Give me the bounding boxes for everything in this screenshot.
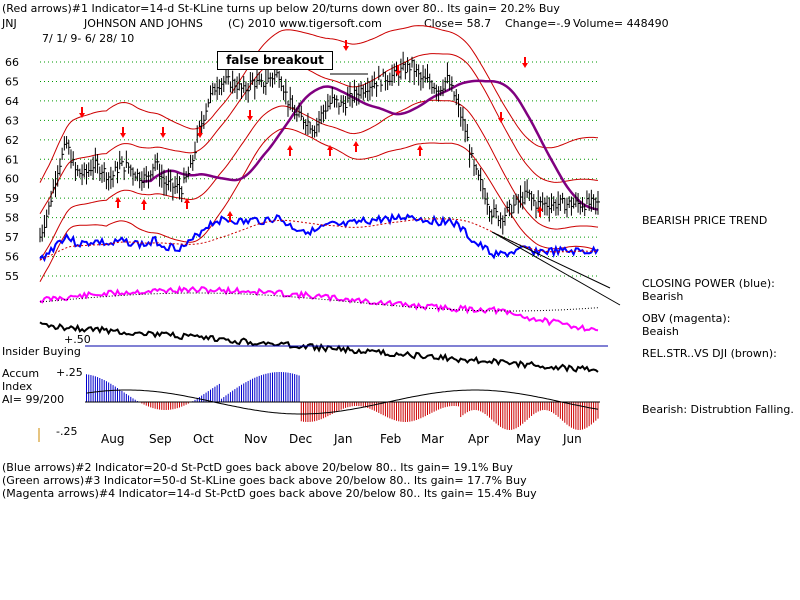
ai-value: AI= 99/200 — [2, 393, 65, 406]
price-axis-labels: 55 56 57 58 59 60 61 62 63 64 65 66 — [5, 56, 19, 283]
trend-line — [491, 231, 611, 289]
up-arrow-head — [227, 211, 233, 216]
relative-strength-line — [39, 321, 608, 373]
y-tick-label: 59 — [5, 192, 19, 205]
volume-value: Volume= 448490 — [573, 17, 669, 30]
closing-power — [39, 212, 599, 263]
footer-magenta-arrows: (Magenta arrows)#4 Indicator=14-d St-Pct… — [2, 487, 537, 500]
down-arrow-head — [247, 116, 253, 121]
month-label: Sep — [149, 432, 172, 446]
minus25-label: -.25 — [56, 425, 78, 438]
y-tick-label: 60 — [5, 173, 19, 186]
y-tick-label: 64 — [5, 95, 19, 108]
down-arrow-head — [120, 133, 126, 138]
lower-band — [39, 127, 599, 282]
closing-power-line — [39, 212, 621, 306]
up-arrow-head — [184, 198, 190, 203]
accum-ma — [86, 389, 599, 415]
obv-label: OBV (magenta): — [642, 312, 731, 325]
close-value: Close= 58.7 — [424, 17, 492, 30]
price-grid — [40, 61, 598, 277]
down-arrow-head — [343, 46, 349, 51]
footer-blue-arrows: (Blue arrows)#2 Indicator=20-d St-PctD g… — [2, 461, 513, 474]
obv-ma — [39, 292, 599, 312]
header-indicator-line: (Red arrows)#1 Indicator=14-d St-KLine t… — [2, 2, 560, 15]
month-label: Jun — [562, 432, 582, 446]
insider-buying-label: Insider Buying — [2, 345, 81, 358]
up-arrow-head — [353, 141, 359, 146]
price-bars — [39, 51, 600, 243]
month-labels: Aug Sep Oct Nov Dec Jan Feb Mar Apr May Jun — [101, 432, 582, 446]
relstr-label: REL.STR..VS DJI (brown): — [642, 347, 777, 360]
obv-value: Beaish — [642, 325, 679, 338]
closing-power-value: Bearish — [642, 290, 684, 303]
trend-line — [491, 231, 621, 306]
accum-label: Accum — [2, 367, 40, 380]
y-tick-label: 65 — [5, 75, 19, 88]
month-label: Jan — [333, 432, 353, 446]
month-label: Nov — [244, 432, 267, 446]
relative-strength — [39, 321, 599, 373]
moving-average — [141, 79, 599, 211]
y-tick-label: 58 — [5, 212, 19, 225]
up-arrow-head — [115, 197, 121, 202]
accum-index-histogram — [85, 372, 600, 430]
false-breakout-label: false breakout — [217, 51, 333, 70]
y-tick-label: 62 — [5, 134, 19, 147]
month-label: May — [516, 432, 541, 446]
copyright-text: (C) 2010 www.tigersoft.com — [228, 17, 382, 30]
down-arrow-head — [160, 133, 166, 138]
change-value: Change=-.9 — [505, 17, 571, 30]
date-range: 7/ 1/ 9- 6/ 28/ 10 — [42, 32, 135, 45]
y-tick-label: 66 — [5, 56, 19, 69]
month-label: Dec — [289, 432, 312, 446]
y-tick-label: 55 — [5, 270, 19, 283]
month-label: Apr — [468, 432, 489, 446]
footer-green-arrows: (Green arrows)#3 Indicator=50-d St-KLine… — [2, 474, 527, 487]
up-arrow-head — [141, 199, 147, 204]
ticker-symbol: JNJ — [2, 17, 17, 30]
up-arrow-head — [417, 145, 423, 150]
down-arrow-head — [79, 113, 85, 118]
upper-inner-band — [39, 53, 599, 214]
month-label: Feb — [380, 432, 401, 446]
y-tick-label: 61 — [5, 153, 19, 166]
plus25-label: +.25 — [56, 366, 83, 379]
y-tick-label: 57 — [5, 231, 19, 244]
month-label: Aug — [101, 432, 124, 446]
company-name: JOHNSON AND JOHNS — [84, 17, 203, 30]
down-arrow-head — [395, 71, 401, 76]
y-tick-label: 63 — [5, 114, 19, 127]
upper-band — [39, 25, 599, 183]
down-arrow-head — [498, 118, 504, 123]
accum-note: Bearish: Distrubtion Falling. — [642, 403, 794, 416]
month-label: Mar — [421, 432, 444, 446]
up-arrow-head — [287, 145, 293, 150]
up-arrow-head — [327, 145, 333, 150]
plus50-label: +.50 — [64, 333, 91, 346]
signal-arrows — [79, 40, 543, 222]
y-tick-label: 56 — [5, 251, 19, 264]
closing-power-label: CLOSING POWER (blue): — [642, 277, 775, 290]
down-arrow-head — [522, 63, 528, 68]
up-arrow-head — [537, 206, 543, 211]
month-label: Oct — [193, 432, 214, 446]
obv-line — [39, 285, 599, 332]
ma-line — [141, 79, 599, 211]
chart-misc — [38, 73, 368, 442]
obv — [39, 285, 599, 332]
trend-label: BEARISH PRICE TREND — [642, 214, 768, 227]
down-arrow-head — [197, 133, 203, 138]
index-label: Index — [2, 380, 33, 393]
